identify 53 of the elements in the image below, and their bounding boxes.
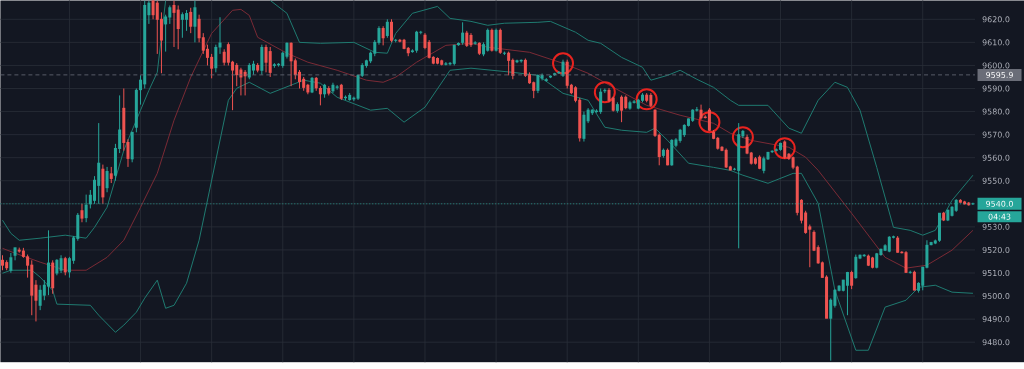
candlestick: [210, 53, 214, 79]
candlestick: [599, 87, 603, 115]
candlestick: [9, 252, 13, 274]
candlestick: [507, 51, 511, 76]
candlestick: [151, 0, 155, 20]
point: [593, 81, 616, 104]
candlestick: [523, 57, 527, 78]
candlestick: [214, 44, 218, 73]
candlestick: [105, 166, 109, 193]
candlestick: [185, 9, 189, 32]
candlestick: [168, 4, 172, 25]
candlestick: [335, 84, 339, 91]
candlestick: [381, 25, 385, 46]
point: [698, 111, 721, 134]
point: [552, 52, 575, 75]
candlestick: [415, 30, 419, 54]
candlestick: [80, 203, 84, 223]
candlestick: [390, 18, 394, 43]
line-series: [2, 0, 167, 241]
candlestick: [260, 44, 264, 76]
candlestick: [494, 27, 498, 53]
candlestick: [385, 18, 389, 39]
candlestick: [845, 271, 849, 316]
candlestick: [498, 27, 502, 55]
candlestick: [699, 104, 703, 121]
line-series: [269, 0, 974, 236]
candlestick: [854, 254, 858, 280]
candlestick: [356, 74, 360, 101]
candlestick: [490, 27, 494, 53]
candlestick: [912, 270, 916, 291]
point: [635, 88, 658, 111]
candlestick: [289, 41, 293, 87]
candlestick: [461, 21, 465, 46]
candlestick: [724, 147, 728, 169]
candlestick: [180, 11, 184, 39]
point: [773, 137, 796, 160]
candlestick: [318, 85, 322, 106]
candlestick: [63, 256, 67, 276]
candlestick: [850, 270, 854, 290]
candlestick: [193, 0, 197, 43]
candlestick: [904, 250, 908, 274]
candlestick: [38, 284, 42, 311]
candlestick: [155, 0, 159, 55]
candlestick: [783, 139, 787, 160]
candlestick: [268, 46, 272, 78]
candlestick: [189, 7, 193, 34]
candlestick: [486, 27, 490, 53]
candlestick: [172, 0, 176, 48]
candlestick: [620, 94, 624, 123]
candlestick: [264, 44, 268, 73]
candlestick: [235, 62, 239, 87]
candlestick: [176, 4, 180, 50]
point: [731, 126, 754, 149]
